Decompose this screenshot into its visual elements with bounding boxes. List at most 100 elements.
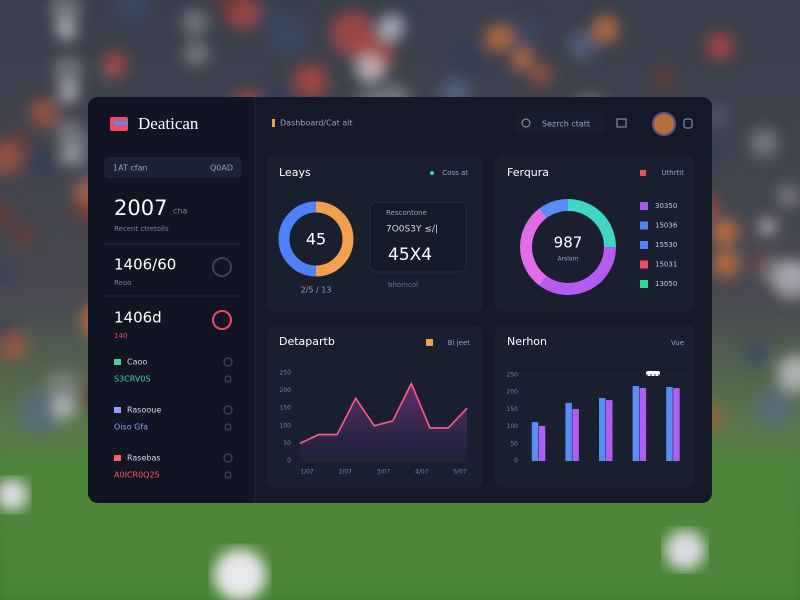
- tag-dot: [430, 171, 434, 175]
- stat-icon: [212, 310, 232, 330]
- crowd-blob: [59, 82, 79, 103]
- card: [267, 325, 483, 488]
- ball: [214, 549, 266, 600]
- crowd-blob: [18, 391, 62, 435]
- crowd-blob: [62, 146, 81, 165]
- crowd-blob: [651, 65, 678, 92]
- stat-sub: 7O0S3Y ≤/|: [386, 225, 438, 235]
- crowd-blob: [530, 63, 553, 85]
- stat-caption: Recent ctretolls: [114, 225, 169, 233]
- legend-label: 30350: [655, 202, 677, 210]
- donut-segment: [539, 246, 616, 295]
- search-box[interactable]: [515, 113, 605, 134]
- bar: [606, 400, 613, 461]
- x-tick-label: 2/07: [339, 469, 353, 476]
- stat-caption: 140: [114, 332, 127, 340]
- item-action: [224, 423, 232, 431]
- legend-swatch: [640, 221, 648, 230]
- crowd-blob: [592, 15, 620, 43]
- ring-center: 987: [554, 234, 583, 252]
- crowd-blob: [706, 32, 734, 60]
- crowd-blob: [55, 19, 77, 41]
- ball: [0, 479, 28, 511]
- sidebar: [88, 97, 255, 503]
- stat-value: 1406/60: [114, 256, 176, 274]
- crowd-blob: [759, 217, 777, 235]
- crowd-blob: [183, 41, 209, 67]
- stat-value: 2007: [114, 196, 167, 220]
- bar-highlight: [646, 371, 660, 376]
- x-tick-label: 5/07: [453, 469, 467, 476]
- donut-center: 45: [306, 230, 326, 249]
- crowd-blob: [377, 15, 404, 42]
- donut-segment: [520, 208, 548, 286]
- crowd-blob: [510, 18, 541, 49]
- menu-icon[interactable]: [683, 118, 693, 129]
- bar: [632, 386, 640, 461]
- notification-icon[interactable]: [616, 118, 627, 128]
- item-action: [223, 453, 233, 463]
- card-tag: Vue: [671, 339, 684, 347]
- crowd-blob: [293, 63, 329, 99]
- crowd-blob: [749, 252, 770, 273]
- item-action: [224, 471, 232, 479]
- crowd-blob: [712, 250, 740, 278]
- crowd-blob: [52, 396, 76, 419]
- y-tick-label: 100: [280, 422, 292, 429]
- y-tick-label: 250: [507, 372, 519, 379]
- card: [495, 155, 695, 312]
- y-tick-label: 200: [280, 387, 292, 394]
- donut-segment: [278, 201, 317, 277]
- item-title: Rasebas: [127, 454, 161, 463]
- item-icon: [114, 359, 121, 365]
- card: [495, 325, 695, 488]
- avatar[interactable]: [652, 112, 676, 136]
- crowd-blob: [355, 54, 385, 84]
- search-icon: [521, 118, 531, 128]
- y-tick-label: 100: [507, 423, 519, 430]
- search-placeholder: Sezrch ctatt: [542, 120, 590, 129]
- breadcrumb-marker: [272, 119, 275, 127]
- crowd-blob: [0, 263, 13, 283]
- tag-marker: [426, 339, 433, 346]
- x-tick-label: 1/07: [300, 469, 314, 476]
- item-subtitle: S3CRV0S: [114, 375, 151, 384]
- card-title: Ferqura: [507, 166, 549, 179]
- y-tick-label: 200: [507, 389, 519, 396]
- legend-swatch: [640, 241, 648, 249]
- bar: [639, 388, 647, 461]
- legend-swatch: [640, 202, 648, 210]
- legend-label: 15530: [655, 241, 677, 249]
- crowd-blob: [485, 24, 513, 52]
- item-subtitle: A0ICR0Q25: [114, 471, 160, 480]
- y-tick-label: 0: [287, 458, 291, 465]
- crowd-blob: [30, 98, 61, 128]
- crowd-blob: [777, 354, 800, 392]
- filter-action[interactable]: Q0AD: [210, 164, 233, 173]
- crowd-blob: [46, 370, 80, 403]
- item-icon: [114, 407, 121, 413]
- crowd-blob: [330, 11, 374, 55]
- crowd-blob: [11, 224, 36, 249]
- card-title: Nerhon: [507, 335, 547, 348]
- crowd-blob: [56, 120, 85, 149]
- filter-label: 1AT cfan: [113, 164, 148, 173]
- x-tick-label: 3/07: [377, 469, 391, 476]
- line-area: [300, 383, 467, 461]
- breadcrumb[interactable]: Dashboard/Cat ait: [280, 119, 353, 128]
- crowd-blob: [743, 339, 771, 367]
- crowd-blob: [750, 128, 779, 158]
- x-tick-label: 4/07: [415, 469, 429, 476]
- y-tick-label: 50: [283, 440, 291, 447]
- legend-label: 13050: [655, 280, 677, 288]
- bar: [599, 398, 606, 461]
- stat-caption: Reoo: [114, 279, 131, 287]
- crowd-blob: [212, 0, 242, 15]
- crowd-blob: [53, 56, 83, 87]
- card-title: Detapartb: [279, 335, 335, 348]
- legend-swatch: [640, 280, 648, 288]
- stat-label: Rescontone: [386, 209, 427, 217]
- filter-box[interactable]: [104, 157, 242, 178]
- stat-foot: bhomcol: [388, 281, 418, 289]
